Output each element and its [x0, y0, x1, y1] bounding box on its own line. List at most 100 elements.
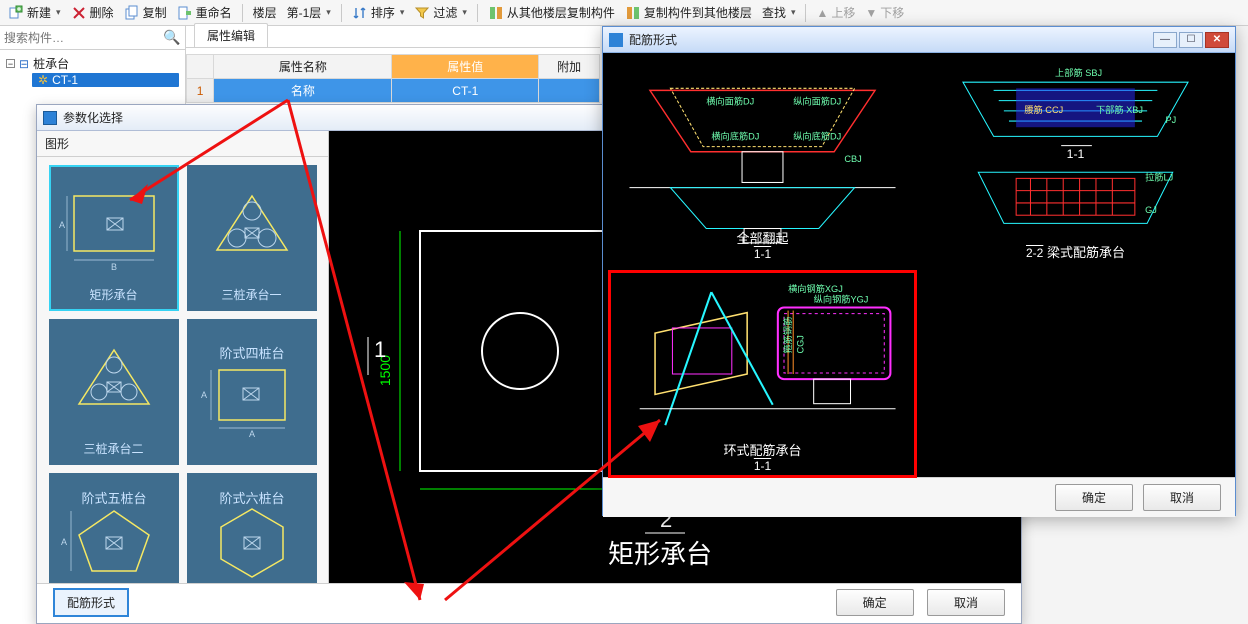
search-icon[interactable]: 🔍 [159, 29, 184, 46]
rebar-dialog-titlebar[interactable]: 配筋形式 — ☐ ✕ [603, 27, 1235, 53]
collapse-icon[interactable]: − [6, 59, 15, 68]
copy-to-icon [625, 5, 641, 21]
gear-icon: ✲ [38, 73, 48, 87]
svg-text:纵向钢筋YGJ: 纵向钢筋YGJ [814, 293, 869, 304]
arrow-down-icon: ▼ [865, 6, 877, 20]
svg-text:A: A [59, 220, 65, 230]
thumb-caption: 三桩承台一 [221, 284, 281, 305]
svg-text:箍筋钢筋: 箍筋钢筋 [782, 317, 793, 354]
thumb-tri1[interactable]: 三桩承台一 [187, 165, 317, 311]
col-index [187, 55, 214, 79]
tile-caption: 2-2 梁式配筋承台 [922, 242, 1229, 261]
rebar-dialog-buttons: 确定 取消 [603, 477, 1235, 517]
svg-text:A: A [201, 390, 207, 400]
property-table: 属性名称 属性值 附加 1 名称 CT-1 [186, 54, 600, 103]
rebar-dialog: 配筋形式 — ☐ ✕ 横向面筋DJ 纵向面筋DJ 横向底筋DJ 纵向底筋DJ C… [602, 26, 1236, 516]
filter-icon [414, 5, 430, 21]
delete-button[interactable]: 删除 [67, 2, 118, 23]
tree-root-label: 桩承台 [33, 55, 69, 72]
svg-text:横向钢筋XGJ: 横向钢筋XGJ [788, 283, 843, 294]
svg-text:B: B [111, 262, 117, 272]
svg-text:阶式四桩台: 阶式四桩台 [219, 346, 284, 361]
rebar-tile-ring[interactable]: 横向钢筋XGJ 纵向钢筋YGJ CGJ 箍筋钢筋 环式配筋承台 1-1 [609, 271, 916, 477]
move-down-label: 下移 [880, 4, 904, 21]
property-row[interactable]: 1 名称 CT-1 [187, 79, 600, 103]
thumb-tri2[interactable]: 三桩承台二 [49, 319, 179, 465]
search-row: 🔍 [0, 26, 185, 50]
shape-header: 图形 [37, 131, 328, 157]
thumb-caption: 矩形承台 [89, 284, 137, 305]
thumb-step5[interactable]: 阶式五桩台 A B=A/1.5385 [49, 473, 179, 583]
sort-button[interactable]: 排序▾ [348, 2, 409, 23]
filter-label: 过滤 [433, 4, 457, 21]
svg-text:GJ: GJ [1145, 205, 1157, 215]
svg-text:1-1: 1-1 [1067, 147, 1085, 161]
property-panel: 属性编辑 属性名称 属性值 附加 1 名称 CT-1 [186, 26, 600, 116]
prop-value-cell[interactable]: CT-1 [392, 79, 539, 103]
property-tabstrip: 属性编辑 [186, 26, 600, 48]
svg-text:CBJ: CBJ [844, 154, 861, 164]
prop-extra-cell[interactable] [539, 79, 600, 103]
pile-cap-icon: ⊟ [19, 57, 29, 71]
tile-caption: 环式配筋承台 1-1 [609, 440, 916, 473]
svg-text:纵向底筋DJ: 纵向底筋DJ [793, 130, 841, 141]
param-ok-button[interactable]: 确定 [836, 589, 914, 616]
thumb-step6[interactable]: 阶式六桩台 B=A/1.7326 [187, 473, 317, 583]
thumb-step4[interactable]: 阶式四桩台 A A [187, 319, 317, 465]
new-label: 新建 [27, 4, 51, 21]
copy-label: 复制 [143, 4, 167, 21]
svg-text:横向面筋DJ: 横向面筋DJ [706, 96, 754, 107]
col-name: 属性名称 [214, 55, 392, 79]
close-button[interactable]: ✕ [1205, 32, 1229, 48]
find-label: 查找 [762, 4, 786, 21]
svg-text:A: A [249, 429, 255, 439]
new-button[interactable]: 新建▾ [4, 2, 65, 23]
find-button[interactable]: 查找▾ [758, 2, 800, 23]
param-cancel-button[interactable]: 取消 [927, 589, 1005, 616]
thumb-caption: 三桩承台二 [83, 438, 143, 459]
rebar-tile-flip[interactable]: 横向面筋DJ 纵向面筋DJ 横向底筋DJ 纵向底筋DJ CBJ 全部翻起 1-1 [609, 59, 916, 265]
tree-root[interactable]: − ⊟ 桩承台 [6, 54, 179, 73]
delete-label: 删除 [90, 4, 114, 21]
copy-to-floor-button[interactable]: 复制构件到其他楼层 [621, 2, 756, 23]
svg-text:1: 1 [374, 337, 386, 362]
thumb-rect[interactable]: B A 矩形承台 [49, 165, 179, 311]
parametric-dialog-buttons: 配筋形式 确定 取消 [37, 583, 1021, 621]
svg-text:PJ: PJ [1166, 115, 1177, 125]
copy-from-icon [488, 5, 504, 21]
copy-button[interactable]: 复制 [120, 2, 171, 23]
floor-label: 楼层 [249, 2, 281, 23]
maximize-button[interactable]: ☐ [1179, 32, 1203, 48]
svg-text:矩形承台: 矩形承台 [608, 539, 712, 569]
delete-icon [71, 5, 87, 21]
copy-from-floor-button[interactable]: 从其他楼层复制构件 [484, 2, 619, 23]
tree-item-label: CT-1 [52, 73, 78, 87]
col-value: 属性值 [392, 55, 539, 79]
floor-dropdown[interactable]: 第-1层▾ [283, 2, 335, 23]
search-input[interactable] [4, 31, 159, 45]
rebar-ok-button[interactable]: 确定 [1055, 484, 1133, 511]
rebar-type-button[interactable]: 配筋形式 [53, 588, 129, 617]
svg-text:拉筋LJ: 拉筋LJ [1145, 171, 1173, 182]
svg-text:阶式五桩台: 阶式五桩台 [81, 491, 146, 506]
tab-property-edit[interactable]: 属性编辑 [194, 23, 268, 47]
rebar-cancel-button[interactable]: 取消 [1143, 484, 1221, 511]
tree-item-ct1[interactable]: ✲ CT-1 [32, 73, 179, 87]
dialog-title: 参数化选择 [63, 109, 123, 126]
tile-caption: 全部翻起 1-1 [609, 228, 916, 261]
copy-to-label: 复制构件到其他楼层 [644, 4, 752, 21]
svg-text:A: A [61, 537, 67, 547]
rename-button[interactable]: 重命名 [173, 2, 236, 23]
copy-from-label: 从其他楼层复制构件 [507, 4, 615, 21]
component-tree: − ⊟ 桩承台 ✲ CT-1 [0, 50, 185, 91]
rebar-tile-blank [922, 271, 1229, 477]
minimize-button[interactable]: — [1153, 32, 1177, 48]
move-up-button[interactable]: ▲ 上移 [812, 2, 859, 23]
svg-text:下部筋 XBJ: 下部筋 XBJ [1096, 104, 1143, 115]
svg-text:上部筋 SBJ: 上部筋 SBJ [1055, 67, 1102, 78]
floor-value: 第-1层 [287, 4, 322, 21]
filter-button[interactable]: 过滤▾ [410, 2, 471, 23]
rebar-tile-beam[interactable]: 上部筋 SBJ 腰筋 CCJ 下部筋 XBJ PJ 1-1 拉筋LJ GJ [922, 59, 1229, 265]
move-down-button[interactable]: ▼ 下移 [861, 2, 908, 23]
rename-icon [177, 5, 193, 21]
